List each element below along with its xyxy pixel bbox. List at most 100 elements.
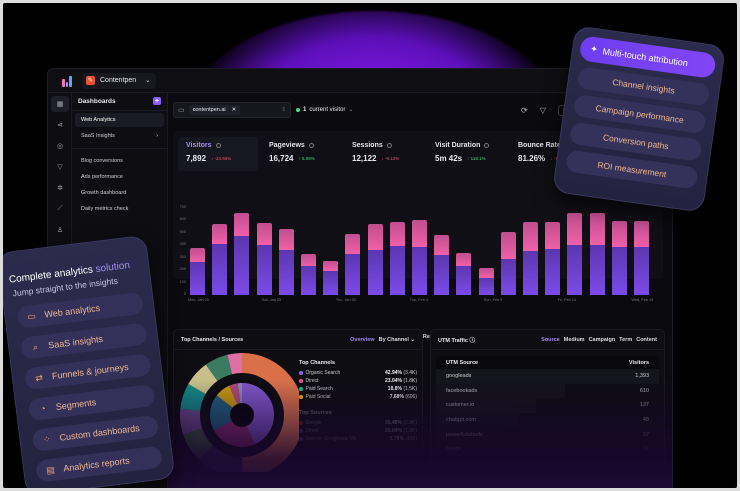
- chart-bar[interactable]: [589, 212, 605, 295]
- add-dashboard-button[interactable]: +: [153, 97, 161, 105]
- feature-pill[interactable]: ⇄ Funnels & journeys: [23, 353, 152, 391]
- table-row[interactable]: chatgpt.com 48: [436, 412, 659, 428]
- chart-bar[interactable]: [301, 254, 316, 295]
- legend-row[interactable]: Organic Search 42.94% (3.4K): [299, 370, 417, 376]
- tab-source[interactable]: Source: [541, 336, 560, 343]
- table-row[interactable]: googleads 1,393: [436, 369, 659, 384]
- legend-row[interactable]: Paid Search 18.8% (1.5K): [299, 386, 417, 392]
- x-tick-label: Wed, Feb 19: [631, 298, 654, 302]
- live-visitors[interactable]: 1 current visitor ⌄: [296, 106, 353, 113]
- chart-bar[interactable]: [634, 221, 649, 295]
- share-icon[interactable]: ⋖: [57, 122, 63, 129]
- sidebar-item-label: Web Analytics: [81, 117, 116, 123]
- utm-source: googleads: [446, 373, 472, 380]
- workspace-switcher[interactable]: ✎ Contentpen ⌄: [82, 72, 157, 89]
- canvas: ✎ Contentpen ⌄ ▦ ⋖ ◎ ▽ ✲ ⟋ ♙ ▯ ⚙ Dashboa…: [3, 3, 737, 488]
- sidebar-item-ads-performance[interactable]: Ads performance: [75, 170, 164, 184]
- chart-bar[interactable]: [212, 224, 228, 295]
- chart-bar[interactable]: [345, 233, 361, 295]
- sidebar-item-blog-conversions[interactable]: Blog conversions: [75, 154, 164, 168]
- row-count: (1.5K): [403, 386, 417, 392]
- table-row[interactable]: powerfulaitools 37: [436, 427, 659, 442]
- chevron-down-icon: ⌄: [348, 107, 354, 113]
- funnel-icon[interactable]: ▽: [57, 164, 63, 171]
- chart-bar[interactable]: [523, 221, 538, 295]
- column-header: UTM Source: [446, 359, 479, 366]
- feature-pill[interactable]: ⌕ SaaS insights: [20, 322, 148, 360]
- row-count: (1.8K): [403, 378, 417, 384]
- legend-dot-icon: [299, 371, 303, 375]
- chart-bar[interactable]: [256, 223, 272, 295]
- feature-pill[interactable]: ◔ Segments: [27, 384, 156, 422]
- legend-dot-icon: [299, 429, 303, 433]
- sidebar-item-label: SaaS Insights: [81, 133, 115, 139]
- tab-overview[interactable]: Overview: [350, 336, 375, 343]
- user-icon[interactable]: ♙: [56, 227, 64, 234]
- chart-bar[interactable]: [389, 222, 405, 295]
- site-filter-select[interactable]: ▭ contentpen.ai ✕ ⇕: [173, 102, 291, 118]
- chart-bar[interactable]: [611, 221, 627, 295]
- feature-pill[interactable]: ▭ Web analytics: [16, 291, 145, 329]
- site-chip[interactable]: contentpen.ai ✕: [188, 105, 241, 115]
- target-icon[interactable]: ◎: [56, 143, 64, 150]
- legend-row[interactable]: Direct 23.04% (1.8K): [299, 428, 417, 434]
- sidebar-item-label: Blog conversions: [81, 158, 123, 164]
- chart-bar[interactable]: [434, 235, 450, 295]
- table-row[interactable]: facebookads 610: [436, 383, 659, 399]
- chart-bar[interactable]: [367, 224, 383, 295]
- legend-dot-icon: [299, 379, 303, 383]
- tab-campaign[interactable]: Campaign: [588, 336, 616, 343]
- feature-pill[interactable]: ▤ Analytics reports: [35, 445, 163, 483]
- info-icon: [308, 143, 314, 148]
- table-row[interactable]: badge 37: [436, 441, 659, 457]
- sidebar-item-web-analytics[interactable]: Web Analytics: [75, 113, 164, 127]
- tab-content[interactable]: Content: [636, 336, 657, 343]
- browser-window-icon: ▭: [26, 310, 37, 322]
- chart-bar[interactable]: [412, 220, 427, 295]
- chart-bar[interactable]: [545, 222, 561, 295]
- utm-visitors: 48: [642, 417, 649, 424]
- grid-icon[interactable]: ▦: [51, 96, 69, 112]
- kpi-value: 81.26%: [518, 154, 546, 163]
- tab-term[interactable]: Term: [619, 336, 633, 343]
- row-label: Organic Search: [305, 370, 341, 376]
- table-row[interactable]: customer.io 137: [436, 398, 659, 413]
- section-title: Top Channels: [299, 360, 335, 366]
- chart-bar[interactable]: [234, 212, 250, 295]
- settings-cog-icon[interactable]: ✲: [57, 185, 63, 192]
- kpi-delta: -24.66%: [214, 156, 232, 161]
- x-tick-label: Thu, Jan 30: [335, 298, 356, 302]
- kpi-pageviews[interactable]: Pageviews 16,724 ↑ 5.06%: [269, 142, 315, 163]
- legend-row[interactable]: Source: Googleads Mk 5.78% (456): [299, 436, 417, 442]
- chart-bar[interactable]: [500, 232, 516, 295]
- chart-bar[interactable]: [190, 247, 205, 295]
- filter-icon[interactable]: ▽: [539, 106, 546, 115]
- sidebar-item-daily-metrics[interactable]: Daily metrics check: [75, 202, 164, 216]
- utm-visitors: 37: [642, 431, 649, 438]
- chart-bar[interactable]: [323, 261, 339, 295]
- y-tick-label: 100: [179, 279, 186, 284]
- by-channel-dropdown[interactable]: By Channel ⌄: [378, 336, 415, 343]
- legend-row[interactable]: Google 35.48% (2.8K): [299, 420, 417, 426]
- kpi-visit-duration[interactable]: Visit Duration 5m 42s ↑ 118.1%: [427, 137, 507, 171]
- row-count: (1.8K): [403, 428, 417, 434]
- tab-medium[interactable]: Medium: [563, 336, 585, 343]
- feature-label: Segments: [55, 397, 97, 412]
- legend-row[interactable]: Direct 23.04% (1.8K): [299, 378, 417, 384]
- feature-pill[interactable]: ⁘ Custom dashboards: [31, 414, 160, 452]
- live-label: current visitor: [309, 106, 346, 113]
- chart-bar[interactable]: [478, 268, 494, 295]
- chart-bar[interactable]: [456, 253, 472, 295]
- chart-bar[interactable]: [567, 212, 583, 295]
- sidebar-item-saas-insights[interactable]: SaaS Insights ›: [75, 129, 164, 143]
- kpi-label: Sessions: [352, 142, 383, 149]
- y-tick-label: 500: [179, 229, 186, 234]
- close-icon[interactable]: ✕: [231, 107, 237, 113]
- kpi-visitors[interactable]: Visitors 7,892 ↓ -24.66%: [178, 137, 258, 171]
- line-chart-icon[interactable]: ⟋: [57, 205, 63, 212]
- kpi-sessions[interactable]: Sessions 12,122 ↓ -9.12%: [352, 142, 400, 163]
- sidebar-item-growth-dashboard[interactable]: Growth dashboard: [75, 186, 164, 200]
- chart-bar[interactable]: [278, 229, 294, 295]
- legend-row[interactable]: Paid Social 7.68% (606): [299, 394, 417, 400]
- refresh-icon[interactable]: ⟳: [521, 106, 528, 115]
